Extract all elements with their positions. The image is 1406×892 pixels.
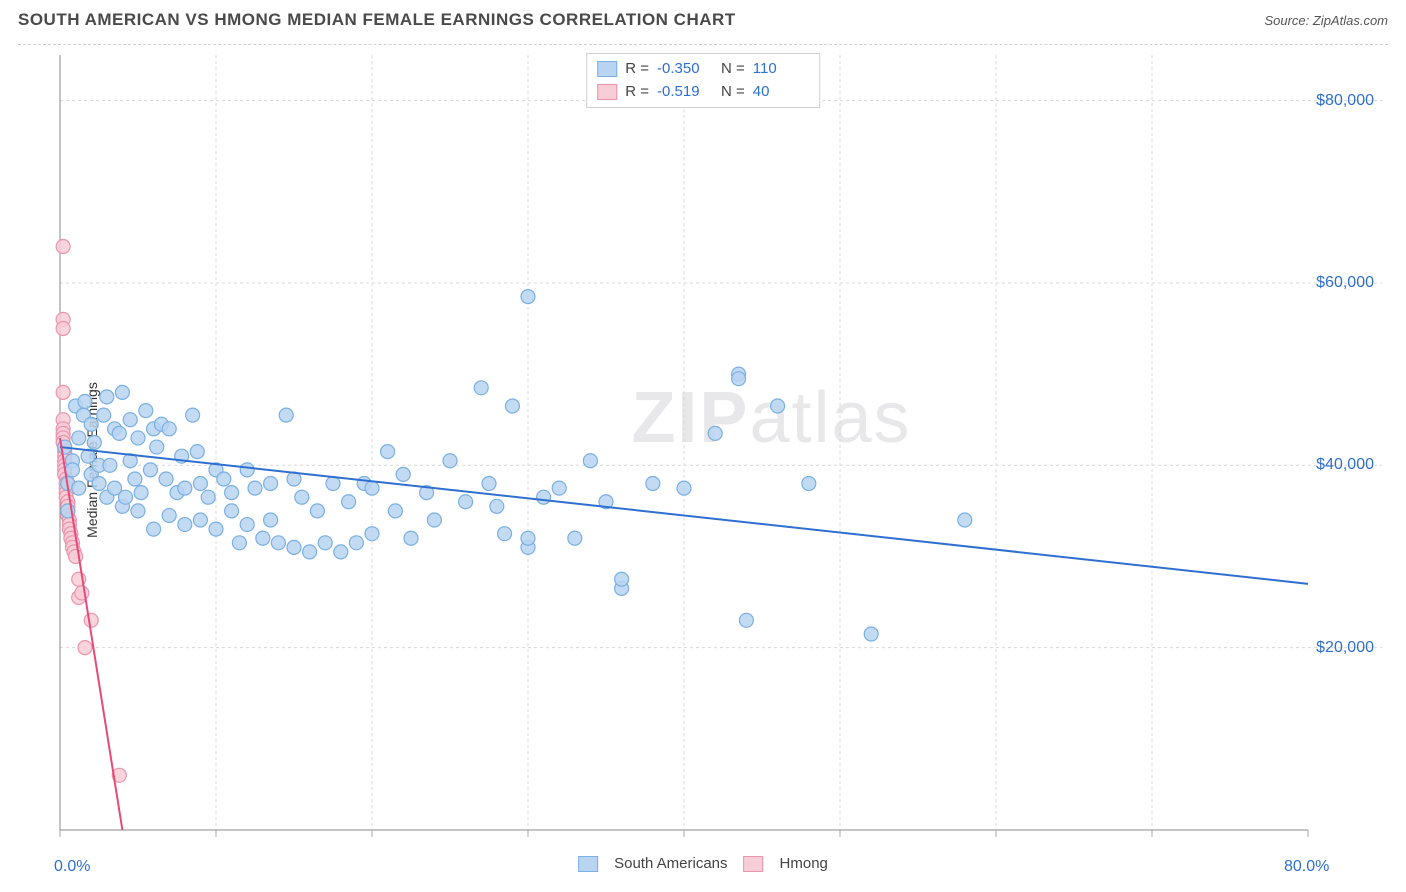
y-tick-label: $60,000 <box>1316 274 1374 292</box>
swatch-pink <box>597 84 617 100</box>
x-axis-min: 0.0% <box>54 858 90 876</box>
legend-row-blue: R = -0.350 N = 110 <box>597 58 809 81</box>
swatch-south-americans <box>578 856 598 872</box>
chart-title: SOUTH AMERICAN VS HMONG MEDIAN FEMALE EA… <box>18 10 736 30</box>
y-tick-label: $40,000 <box>1316 456 1374 474</box>
chart-header: SOUTH AMERICAN VS HMONG MEDIAN FEMALE EA… <box>0 0 1406 36</box>
scatter-plot <box>18 45 1388 874</box>
y-tick-label: $20,000 <box>1316 639 1374 657</box>
correlation-legend: R = -0.350 N = 110 R = -0.519 N = 40 <box>586 53 820 108</box>
x-axis-max: 80.0% <box>1284 858 1329 876</box>
series-legend: South Americans Hmong <box>578 855 828 872</box>
swatch-hmong <box>744 856 764 872</box>
legend-label-hmong: Hmong <box>780 855 828 872</box>
swatch-blue <box>597 61 617 77</box>
y-tick-label: $80,000 <box>1316 92 1374 110</box>
source-label: Source: ZipAtlas.com <box>1264 13 1388 28</box>
legend-label-south-americans: South Americans <box>614 855 727 872</box>
chart-area: ZIPatlas Median Female Earnings R = -0.3… <box>18 44 1388 874</box>
legend-row-pink: R = -0.519 N = 40 <box>597 81 809 104</box>
